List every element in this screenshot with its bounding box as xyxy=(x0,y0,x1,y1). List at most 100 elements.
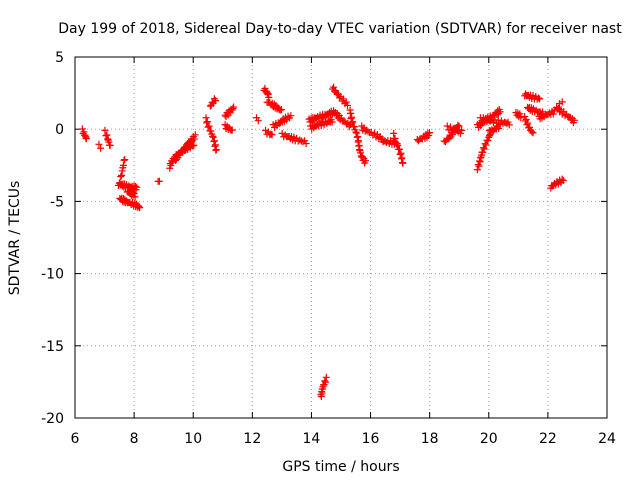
data-point xyxy=(482,141,490,149)
data-point xyxy=(155,177,163,185)
x-tick-label: 18 xyxy=(421,431,439,447)
data-point xyxy=(118,171,126,179)
data-point xyxy=(230,103,238,111)
data-point xyxy=(505,121,513,129)
x-tick-label: 22 xyxy=(539,431,557,447)
data-point xyxy=(191,131,199,139)
x-tick-label: 6 xyxy=(71,431,80,447)
x-tick-label: 10 xyxy=(184,431,202,447)
data-point xyxy=(480,145,488,153)
data-point xyxy=(208,98,216,106)
data-point xyxy=(131,182,139,190)
x-tick-label: 24 xyxy=(598,431,616,447)
data-point xyxy=(358,153,366,161)
data-point xyxy=(479,148,487,156)
data-point xyxy=(534,94,542,102)
data-point xyxy=(484,137,492,145)
data-point xyxy=(549,110,557,118)
grid xyxy=(75,57,607,418)
data-point xyxy=(496,121,504,129)
x-tick-label: 14 xyxy=(303,431,321,447)
data-points xyxy=(78,83,578,400)
data-point xyxy=(558,98,566,106)
data-point xyxy=(135,203,143,211)
data-point xyxy=(349,118,357,126)
x-tick-label: 8 xyxy=(130,431,139,447)
data-point xyxy=(190,141,198,149)
data-point xyxy=(558,175,566,183)
data-point xyxy=(322,378,330,386)
data-point xyxy=(348,119,356,127)
data-point xyxy=(95,140,103,148)
data-point xyxy=(494,110,502,118)
data-point xyxy=(277,106,285,114)
data-point xyxy=(394,141,402,149)
data-point xyxy=(97,144,105,152)
data-point xyxy=(528,128,536,136)
data-point xyxy=(570,116,578,124)
data-point xyxy=(357,149,365,157)
data-point xyxy=(211,97,219,105)
data-point xyxy=(399,159,407,167)
data-point xyxy=(524,119,532,127)
data-point xyxy=(133,183,141,191)
data-point xyxy=(370,129,378,137)
y-tick-label: -5 xyxy=(50,194,64,210)
data-point xyxy=(526,123,534,131)
data-point xyxy=(454,121,462,129)
y-tick-label: -10 xyxy=(41,267,64,283)
data-point xyxy=(82,134,90,142)
data-point xyxy=(521,112,529,120)
y-tick-label: -15 xyxy=(41,339,64,355)
data-point xyxy=(353,129,361,137)
data-point xyxy=(287,112,295,120)
data-point xyxy=(352,128,360,136)
axis-ticks: 6 8 10 12 14 16 18 20 22 24 5 0 -5 -10 -15 -20 xyxy=(41,50,616,447)
data-point xyxy=(229,104,237,112)
data-point xyxy=(393,140,401,148)
data-point xyxy=(458,126,466,134)
data-point xyxy=(80,128,88,136)
data-point xyxy=(390,129,398,137)
y-tick-label: 0 xyxy=(55,122,64,138)
y-tick-label: -20 xyxy=(41,411,64,427)
data-point xyxy=(396,150,404,158)
data-point xyxy=(473,166,481,174)
data-point xyxy=(495,124,503,132)
x-tick-label: 16 xyxy=(362,431,380,447)
data-point xyxy=(536,95,544,103)
data-point xyxy=(299,138,307,146)
data-point xyxy=(343,101,351,109)
data-point xyxy=(167,162,175,170)
data-point xyxy=(443,122,451,130)
data-point xyxy=(228,106,236,114)
data-point xyxy=(207,127,215,135)
data-point xyxy=(106,141,114,149)
data-point xyxy=(190,135,198,143)
data-point xyxy=(254,117,262,125)
data-point xyxy=(118,167,126,175)
plot-frame xyxy=(74,56,608,419)
y-tick-label: 5 xyxy=(55,50,64,66)
data-point xyxy=(395,145,403,153)
data-point xyxy=(456,129,464,137)
data-point xyxy=(173,155,181,163)
data-point xyxy=(209,133,217,141)
data-point xyxy=(342,98,350,106)
data-point xyxy=(202,114,210,122)
data-point xyxy=(517,114,525,122)
data-point xyxy=(131,193,139,201)
data-point xyxy=(496,108,504,116)
data-point xyxy=(119,161,127,169)
data-point xyxy=(212,146,220,154)
data-point xyxy=(350,123,358,131)
x-axis-label: GPS time / hours xyxy=(282,459,399,475)
data-point xyxy=(268,131,276,139)
data-point xyxy=(278,129,286,137)
data-point xyxy=(102,132,110,140)
data-point xyxy=(104,135,112,143)
x-tick-label: 12 xyxy=(243,431,261,447)
data-point xyxy=(204,123,212,131)
data-point xyxy=(494,116,502,124)
data-point xyxy=(426,129,434,137)
